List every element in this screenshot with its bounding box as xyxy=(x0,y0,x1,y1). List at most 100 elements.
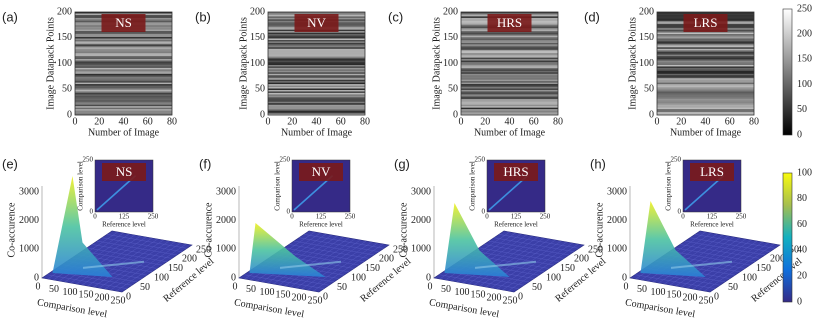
mesh-line xyxy=(106,234,188,249)
stripe xyxy=(75,53,172,55)
stripe xyxy=(268,91,365,94)
stripe xyxy=(461,78,558,80)
y-tick-label: 50 xyxy=(255,84,265,95)
stripe xyxy=(268,85,365,88)
z-tick-label: 2000 xyxy=(216,215,236,226)
stripe xyxy=(268,94,365,97)
inset-y-tick-label: 250 xyxy=(475,156,486,164)
mesh-line xyxy=(284,238,355,287)
stripe xyxy=(268,73,365,76)
stripe xyxy=(657,44,754,47)
stripe xyxy=(75,88,172,91)
y-tick-label: 200 xyxy=(770,254,785,265)
stripe xyxy=(75,37,172,39)
image-panel xyxy=(657,12,754,116)
stripe xyxy=(75,38,172,41)
stripe xyxy=(461,106,558,108)
y-tick-label: 150 xyxy=(443,32,458,43)
x-tick-label: 100 xyxy=(260,287,275,298)
stripe xyxy=(657,113,754,116)
mesh-line xyxy=(293,240,375,256)
stripe xyxy=(657,41,754,44)
stripe xyxy=(75,56,172,58)
stripe xyxy=(657,106,754,108)
inset-y-tick-label: 0 xyxy=(90,208,94,216)
stripe xyxy=(657,101,754,104)
stripe xyxy=(75,76,172,79)
z-tick-label: 1000 xyxy=(607,244,627,255)
stripe xyxy=(75,91,172,94)
stripe xyxy=(75,63,172,66)
stripe xyxy=(461,54,558,57)
stripe xyxy=(461,66,558,69)
stripe xyxy=(657,70,754,73)
panel-label: (a) xyxy=(2,9,18,24)
y-tick-label: 200 xyxy=(182,254,197,265)
x-tick-label: 60 xyxy=(725,116,735,127)
stripe xyxy=(657,78,754,80)
y-tick-label: 50 xyxy=(337,282,347,293)
mesh-line xyxy=(483,244,565,259)
stripe xyxy=(657,53,754,55)
stripe xyxy=(461,37,558,39)
y-axis-label: Image Datapack Points xyxy=(627,17,638,110)
stripe xyxy=(268,92,365,95)
stripe xyxy=(657,79,754,82)
z-axis-label: Co-accurence xyxy=(594,202,605,258)
x-tick-label: 0 xyxy=(459,116,464,127)
stripe xyxy=(268,45,365,48)
stripe xyxy=(268,70,365,73)
x-tick-label: 150 xyxy=(79,290,94,301)
stripe xyxy=(268,37,365,39)
y-tick-label: 150 xyxy=(168,263,183,274)
stripe xyxy=(75,85,172,88)
inset-x-tick-label: 250 xyxy=(540,213,551,221)
mesh-line xyxy=(669,250,751,266)
stripe xyxy=(657,89,754,92)
mesh-line xyxy=(694,234,776,249)
y-tick-label: 50 xyxy=(448,84,458,95)
stripe xyxy=(461,91,558,94)
colorbar-tick-label: 80 xyxy=(797,193,807,204)
x-tick-label: 20 xyxy=(287,116,297,127)
mesh-line xyxy=(488,240,570,256)
stripe xyxy=(75,62,172,64)
stripe xyxy=(657,51,754,54)
mesh-line xyxy=(479,238,550,287)
x-tick-label: 60 xyxy=(529,116,539,127)
surface-ridge xyxy=(670,260,733,269)
stripe xyxy=(268,62,365,64)
inset-x-tick-label: 250 xyxy=(345,213,356,221)
stripe xyxy=(268,53,365,55)
inset-diagonal xyxy=(488,175,529,211)
inset-y-tick-label: 250 xyxy=(671,156,682,164)
z-tick-label: 0 xyxy=(231,272,236,283)
stripe xyxy=(461,84,558,86)
x-tick-label: 150 xyxy=(667,290,682,301)
stripe xyxy=(268,100,365,103)
stripe xyxy=(268,106,365,108)
inset-y-label: Comparison level xyxy=(469,161,477,211)
mesh-line xyxy=(687,240,758,289)
x-axis-label: Number of Image xyxy=(281,127,353,138)
inset-x-tick-label: 125 xyxy=(707,213,718,221)
stripe xyxy=(268,87,365,89)
x-axis-label: Number of Image xyxy=(670,127,742,138)
plot-frame xyxy=(656,11,755,116)
stripe xyxy=(268,82,365,85)
mesh-line xyxy=(283,247,365,262)
stripe xyxy=(657,38,754,41)
stripe xyxy=(268,56,365,58)
stripe xyxy=(268,66,365,69)
x-tick-label: 200 xyxy=(95,292,110,303)
inset-x-tick-label: 0 xyxy=(93,213,97,221)
z-tick-label: 0 xyxy=(34,272,39,283)
y-tick-label: 150 xyxy=(560,263,575,274)
stripe xyxy=(461,12,558,14)
stripe xyxy=(461,87,558,89)
stripe xyxy=(75,32,172,35)
stripe xyxy=(75,97,172,100)
x-tick-label: 80 xyxy=(360,116,370,127)
mesh-line xyxy=(288,244,370,259)
stripe xyxy=(461,76,558,79)
